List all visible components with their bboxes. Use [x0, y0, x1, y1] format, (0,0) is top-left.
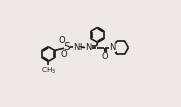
Text: N: N	[85, 43, 92, 52]
Text: O: O	[60, 50, 67, 59]
Text: N: N	[110, 43, 116, 52]
Text: O: O	[58, 36, 65, 45]
Text: O: O	[101, 52, 108, 61]
Text: CH$_3$: CH$_3$	[41, 65, 56, 76]
Text: N: N	[73, 43, 79, 52]
Text: H: H	[75, 43, 81, 52]
Text: S: S	[64, 42, 70, 52]
